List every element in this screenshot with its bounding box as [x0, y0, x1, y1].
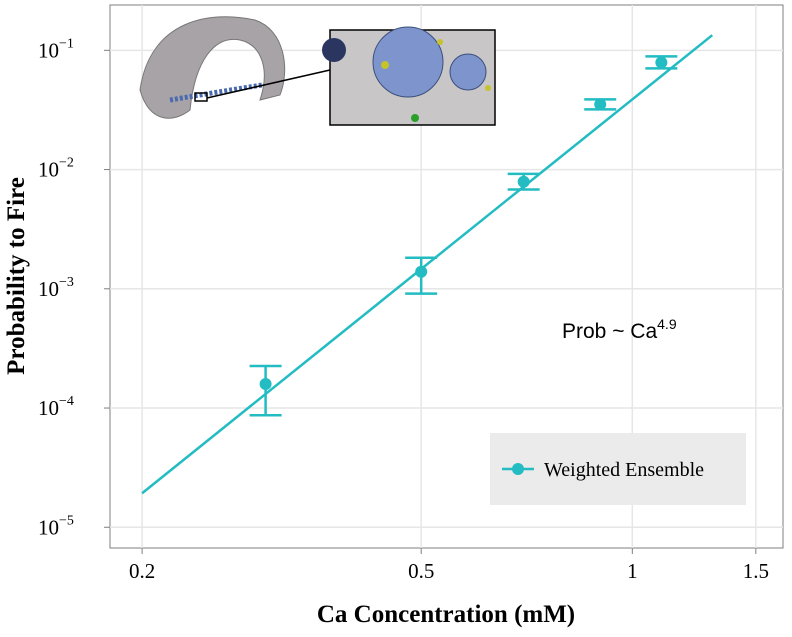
y-tick-label: 10−3: [38, 275, 74, 301]
point: [415, 265, 428, 278]
annotation: Prob ~ Ca4.9: [562, 316, 677, 343]
point: [259, 378, 272, 391]
legend-point: [512, 463, 524, 475]
y-tick-exponent: −2: [59, 156, 74, 171]
y-tick-label: 10−1: [38, 36, 74, 62]
inset-illustration: [139, 16, 496, 126]
legend: Weighted Ensemble: [490, 433, 746, 505]
y-tick-label: 10−2: [38, 156, 74, 182]
annotation-exponent: 4.9: [657, 316, 677, 332]
point: [655, 56, 668, 69]
y-tick-base: 10: [38, 277, 59, 301]
x-tick-label: 0.5: [408, 559, 434, 583]
y-tick-label: 10−5: [38, 513, 74, 539]
y-tick-base: 10: [38, 158, 59, 182]
x-tick-label: 1.5: [743, 559, 769, 583]
y-tick-exponent: −5: [59, 513, 74, 528]
x-tick-label: 0.2: [129, 559, 155, 583]
y-tick-label: 10−4: [38, 394, 74, 420]
x-axis-title: Ca Concentration (mM): [317, 601, 575, 628]
y-axis-title: Probability to Fire: [3, 177, 30, 375]
point: [517, 175, 530, 188]
point: [594, 98, 607, 111]
y-tick-exponent: −3: [59, 275, 74, 290]
annotation-text: Prob ~ Ca: [562, 320, 657, 343]
x-tick-label: 1: [627, 559, 638, 583]
error-bar: [249, 364, 282, 417]
legend-label: Weighted Ensemble: [544, 459, 704, 481]
y-tick-exponent: −1: [59, 36, 74, 51]
y-tick-base: 10: [38, 515, 59, 539]
fit-line: [141, 34, 714, 495]
marks: [141, 34, 714, 495]
y-tick-base: 10: [38, 38, 59, 62]
y-tick-exponent: −4: [59, 394, 74, 409]
y-tick-base: 10: [38, 396, 59, 420]
